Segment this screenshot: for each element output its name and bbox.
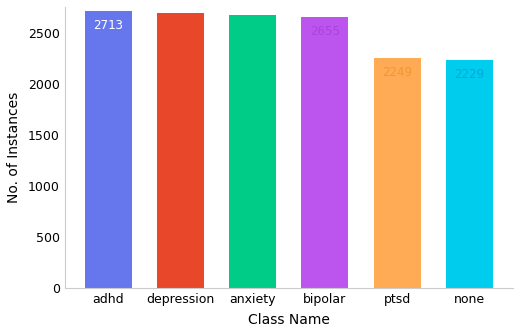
- Text: 2249: 2249: [382, 66, 412, 79]
- Bar: [373, 58, 421, 288]
- Text: 2693: 2693: [165, 21, 196, 34]
- Text: 2655: 2655: [310, 25, 340, 38]
- Bar: [85, 11, 132, 288]
- Y-axis label: No. of Instances: No. of Instances: [7, 92, 21, 203]
- Bar: [446, 60, 492, 288]
- X-axis label: Class Name: Class Name: [248, 313, 330, 327]
- Bar: [229, 15, 276, 288]
- Bar: [302, 17, 348, 288]
- Text: 2670: 2670: [238, 23, 268, 36]
- Text: 2229: 2229: [454, 68, 484, 81]
- Text: 2713: 2713: [94, 19, 123, 32]
- Bar: [157, 13, 204, 288]
